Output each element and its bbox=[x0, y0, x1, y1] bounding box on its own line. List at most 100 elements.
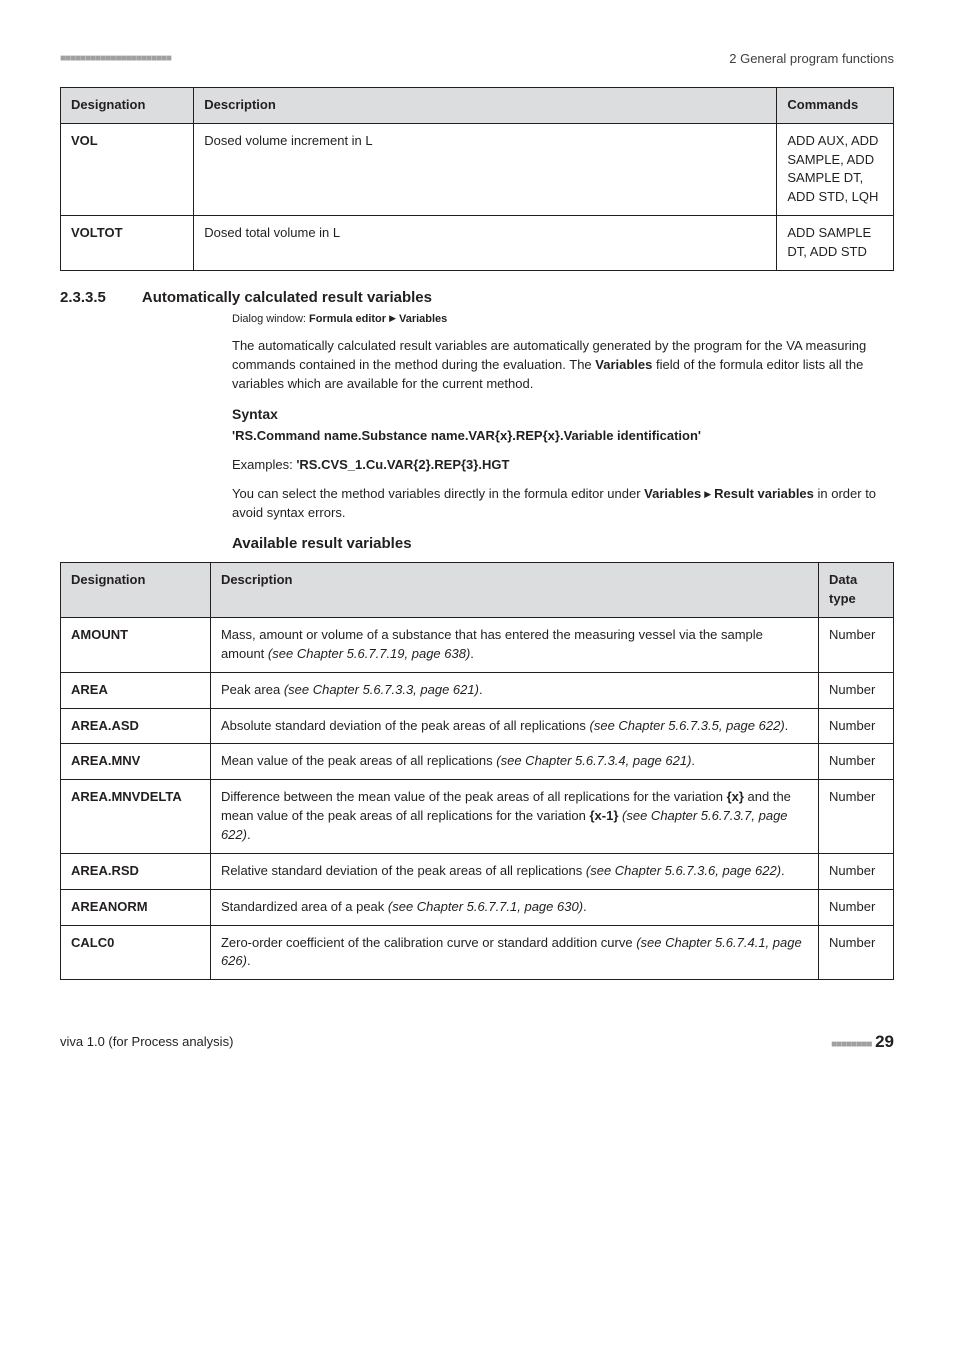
examples-code: 'RS.CVS_1.Cu.VAR{2}.REP{3}.HGT bbox=[296, 457, 509, 472]
desc-text: . bbox=[781, 863, 785, 878]
table-row: AREA.MNVDELTA Difference between the mea… bbox=[61, 780, 894, 854]
description-cell: Standardized area of a peak (see Chapter… bbox=[210, 889, 818, 925]
table-row: AREANORM Standardized area of a peak (se… bbox=[61, 889, 894, 925]
dialog-variables: Variables bbox=[399, 313, 447, 325]
designation-cell: AREA bbox=[71, 682, 108, 697]
table-row: VOL Dosed volume increment in L ADD AUX,… bbox=[61, 123, 894, 215]
table-row: AREA Peak area (see Chapter 5.6.7.3.3, p… bbox=[61, 672, 894, 708]
designation-cell: CALC0 bbox=[71, 935, 114, 950]
description-cell: Dosed volume increment in L bbox=[194, 123, 777, 215]
description-cell: Mean value of the peak areas of all repl… bbox=[210, 744, 818, 780]
desc-text: . bbox=[479, 682, 483, 697]
description-cell: Absolute standard deviation of the peak … bbox=[210, 708, 818, 744]
description-cell: Peak area (see Chapter 5.6.7.3.3, page 6… bbox=[210, 672, 818, 708]
desc-ref: (see Chapter 5.6.7.7.1, page 630) bbox=[388, 899, 583, 914]
desc-text: . bbox=[691, 753, 695, 768]
data-type-cell: Number bbox=[819, 618, 894, 673]
col-header-data-type: Data type bbox=[819, 563, 894, 618]
section-title: Automatically calculated result variable… bbox=[142, 287, 432, 309]
desc-text: Peak area bbox=[221, 682, 284, 697]
footer-left: viva 1.0 (for Process analysis) bbox=[60, 1033, 233, 1052]
dialog-window-line: Dialog window: Formula editor▶Variables bbox=[232, 312, 890, 328]
description-cell: Relative standard deviation of the peak … bbox=[210, 853, 818, 889]
desc-ref: (see Chapter 5.6.7.3.6, page 622) bbox=[586, 863, 781, 878]
col-header-designation: Designation bbox=[61, 87, 194, 123]
footer-dots: ■■■■■■■■ bbox=[831, 1039, 871, 1050]
page-footer: viva 1.0 (for Process analysis) ■■■■■■■■… bbox=[60, 1030, 894, 1055]
commands-table: Designation Description Commands VOL Dos… bbox=[60, 87, 894, 271]
data-type-cell: Number bbox=[819, 708, 894, 744]
syntax-line: 'RS.Command name.Substance name.VAR{x}.R… bbox=[232, 427, 890, 446]
data-type-cell: Number bbox=[819, 889, 894, 925]
para-bold-variables: Variables bbox=[595, 357, 652, 372]
col-header-designation: Designation bbox=[61, 563, 211, 618]
commands-cell: ADD SAMPLE DT, ADD STD bbox=[777, 216, 894, 271]
data-type-cell: Number bbox=[819, 853, 894, 889]
desc-ref: (see Chapter 5.6.7.3.5, page 622) bbox=[590, 718, 785, 733]
result-variables-table: Designation Description Data type AMOUNT… bbox=[60, 562, 894, 980]
para-bold-variables: Variables bbox=[644, 486, 701, 501]
designation-cell: VOLTOT bbox=[71, 225, 123, 240]
desc-key: {x} bbox=[727, 789, 744, 804]
description-cell: Dosed total volume in L bbox=[194, 216, 777, 271]
data-type-cell: Number bbox=[819, 672, 894, 708]
examples-prefix: Examples: bbox=[232, 457, 296, 472]
desc-key: {x-1} bbox=[589, 808, 618, 823]
triangle-icon: ▶ bbox=[389, 313, 396, 323]
description-cell: Difference between the mean value of the… bbox=[210, 780, 818, 854]
desc-ref: (see Chapter 5.6.7.7.19, page 638) bbox=[268, 646, 470, 661]
available-heading: Available result variables bbox=[232, 533, 890, 555]
designation-cell: VOL bbox=[71, 133, 98, 148]
desc-text: Mean value of the peak areas of all repl… bbox=[221, 753, 496, 768]
data-type-cell: Number bbox=[819, 744, 894, 780]
page-number: 29 bbox=[875, 1032, 894, 1051]
dialog-prefix: Dialog window: bbox=[232, 313, 309, 325]
syntax-code: 'RS.Command name.Substance name.VAR{x}.R… bbox=[232, 428, 701, 443]
desc-text: Difference between the mean value of the… bbox=[221, 789, 727, 804]
section-number: 2.3.3.5 bbox=[60, 287, 106, 309]
description-cell: Mass, amount or volume of a substance th… bbox=[210, 618, 818, 673]
select-paragraph: You can select the method variables dire… bbox=[232, 485, 890, 523]
designation-cell: AREA.ASD bbox=[71, 718, 139, 733]
designation-cell: AREANORM bbox=[71, 899, 148, 914]
desc-text: Relative standard deviation of the peak … bbox=[221, 863, 586, 878]
desc-ref: (see Chapter 5.6.7.3.3, page 621) bbox=[284, 682, 479, 697]
table-row: AMOUNT Mass, amount or volume of a subst… bbox=[61, 618, 894, 673]
desc-text: . bbox=[247, 953, 251, 968]
intro-paragraph: The automatically calculated result vari… bbox=[232, 337, 890, 394]
page-header: ■■■■■■■■■■■■■■■■■■■■■■ 2 General program… bbox=[60, 50, 894, 69]
designation-cell: AMOUNT bbox=[71, 627, 128, 642]
designation-cell: AREA.MNV bbox=[71, 753, 140, 768]
col-header-commands: Commands bbox=[777, 87, 894, 123]
desc-text: . bbox=[583, 899, 587, 914]
examples-line: Examples: 'RS.CVS_1.Cu.VAR{2}.REP{3}.HGT bbox=[232, 456, 890, 475]
syntax-heading: Syntax bbox=[232, 404, 890, 424]
table-row: CALC0 Zero-order coefficient of the cali… bbox=[61, 925, 894, 980]
table-row: AREA.RSD Relative standard deviation of … bbox=[61, 853, 894, 889]
desc-text: . bbox=[247, 827, 251, 842]
col-header-description: Description bbox=[194, 87, 777, 123]
table-row: AREA.ASD Absolute standard deviation of … bbox=[61, 708, 894, 744]
para-bold-result-variables: Result variables bbox=[714, 486, 814, 501]
col-header-description: Description bbox=[210, 563, 818, 618]
para-text: You can select the method variables dire… bbox=[232, 486, 644, 501]
desc-text: . bbox=[470, 646, 474, 661]
commands-cell: ADD AUX, ADD SAMPLE, ADD SAMPLE DT, ADD … bbox=[777, 123, 894, 215]
data-type-cell: Number bbox=[819, 780, 894, 854]
triangle-icon: ▶ bbox=[704, 489, 711, 499]
desc-ref: (see Chapter 5.6.7.3.4, page 621) bbox=[496, 753, 691, 768]
desc-text: Zero-order coefficient of the calibratio… bbox=[221, 935, 636, 950]
table-row: VOLTOT Dosed total volume in L ADD SAMPL… bbox=[61, 216, 894, 271]
desc-text: . bbox=[785, 718, 789, 733]
data-type-cell: Number bbox=[819, 925, 894, 980]
header-dots: ■■■■■■■■■■■■■■■■■■■■■■ bbox=[60, 52, 171, 67]
table-row: AREA.MNV Mean value of the peak areas of… bbox=[61, 744, 894, 780]
desc-text: Absolute standard deviation of the peak … bbox=[221, 718, 590, 733]
designation-cell: AREA.RSD bbox=[71, 863, 139, 878]
description-cell: Zero-order coefficient of the calibratio… bbox=[210, 925, 818, 980]
footer-right: ■■■■■■■■ 29 bbox=[831, 1030, 894, 1055]
dialog-formula-editor: Formula editor bbox=[309, 313, 386, 325]
header-breadcrumb: 2 General program functions bbox=[729, 50, 894, 69]
designation-cell: AREA.MNVDELTA bbox=[71, 789, 182, 804]
desc-text: Standardized area of a peak bbox=[221, 899, 388, 914]
